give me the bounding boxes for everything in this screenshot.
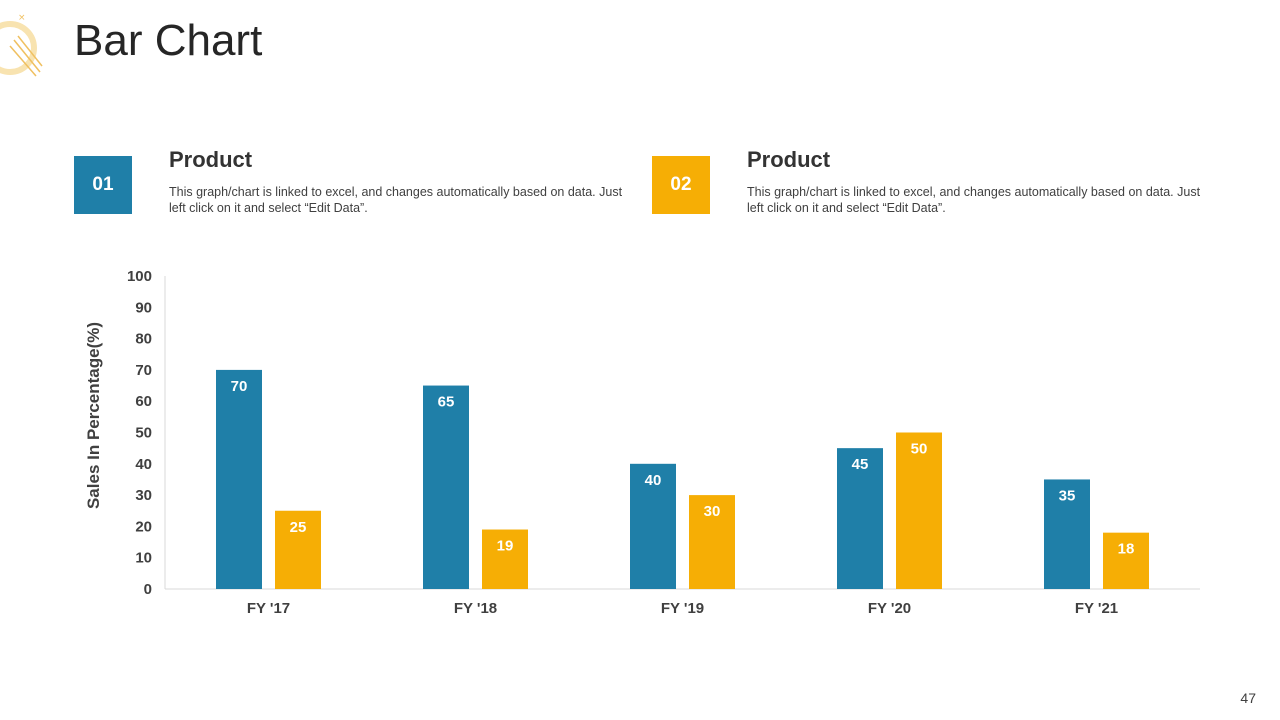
data-label: 70 <box>231 378 248 395</box>
x-tick-label: FY '17 <box>247 600 290 617</box>
data-label: 19 <box>497 538 514 555</box>
bar-2-5 <box>1103 532 1149 589</box>
product-01-block: Product This graph/chart is linked to ex… <box>169 146 629 216</box>
product-02-block: Product This graph/chart is linked to ex… <box>747 146 1207 216</box>
bar-2-4 <box>896 432 942 589</box>
y-tick-label: 20 <box>135 518 152 535</box>
bar-2-3 <box>689 495 735 589</box>
x-tick-label: FY '20 <box>868 600 911 617</box>
product-01-description: This graph/chart is linked to excel, and… <box>169 185 623 215</box>
y-tick-label: 80 <box>135 331 152 348</box>
slide-title: Bar Chart <box>74 16 263 65</box>
bar-2-2 <box>482 529 528 589</box>
product-02-badge: 02 <box>652 156 710 214</box>
data-label: 30 <box>704 503 721 520</box>
data-label: 45 <box>852 456 869 473</box>
page-number: 47 <box>1240 690 1256 706</box>
data-label: 35 <box>1059 487 1076 504</box>
data-label: 50 <box>911 441 928 458</box>
product-02-description: This graph/chart is linked to excel, and… <box>747 185 1201 215</box>
y-tick-label: 90 <box>135 299 152 316</box>
y-tick-label: 10 <box>135 550 152 567</box>
data-label: 18 <box>1118 541 1135 558</box>
x-tick-label: FY '18 <box>454 600 497 617</box>
product-01-heading: Product <box>169 147 253 172</box>
y-tick-label: 50 <box>135 425 152 442</box>
bar-2-1 <box>275 510 321 589</box>
y-tick-label: 30 <box>135 487 152 504</box>
svg-text:×: × <box>18 13 26 23</box>
y-tick-label: 100 <box>127 268 152 285</box>
y-axis-title: Sales In Percentage(%) <box>84 322 103 509</box>
y-tick-label: 40 <box>135 456 152 473</box>
data-label: 40 <box>645 472 662 489</box>
data-label: 25 <box>290 519 307 536</box>
bar-1-4 <box>837 448 883 589</box>
data-label: 65 <box>438 394 455 411</box>
bar-1-5 <box>1044 479 1090 589</box>
product-02-heading: Product <box>747 147 831 172</box>
x-tick-label: FY '21 <box>1075 600 1118 617</box>
x-tick-label: FY '19 <box>661 600 704 617</box>
y-tick-label: 0 <box>144 581 152 598</box>
bar-1-2 <box>423 385 469 589</box>
y-tick-label: 70 <box>135 362 152 379</box>
y-tick-label: 60 <box>135 393 152 410</box>
decorative-logo-icon: × <box>0 13 43 77</box>
bar-1-3 <box>630 463 676 589</box>
bar-1-1 <box>216 369 262 589</box>
product-01-badge: 01 <box>74 156 132 214</box>
